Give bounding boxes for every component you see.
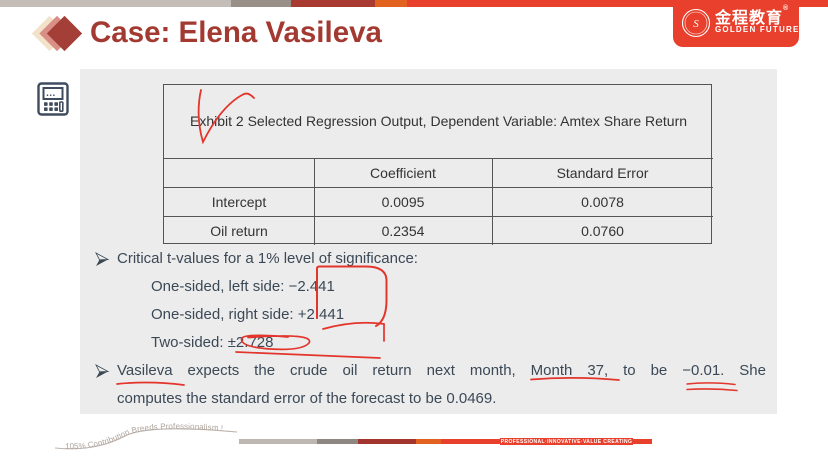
svg-text:S: S — [693, 18, 699, 30]
svg-text:105% Contribution Breeds Profe: 105% Contribution Breeds Professionalism… — [65, 422, 223, 451]
